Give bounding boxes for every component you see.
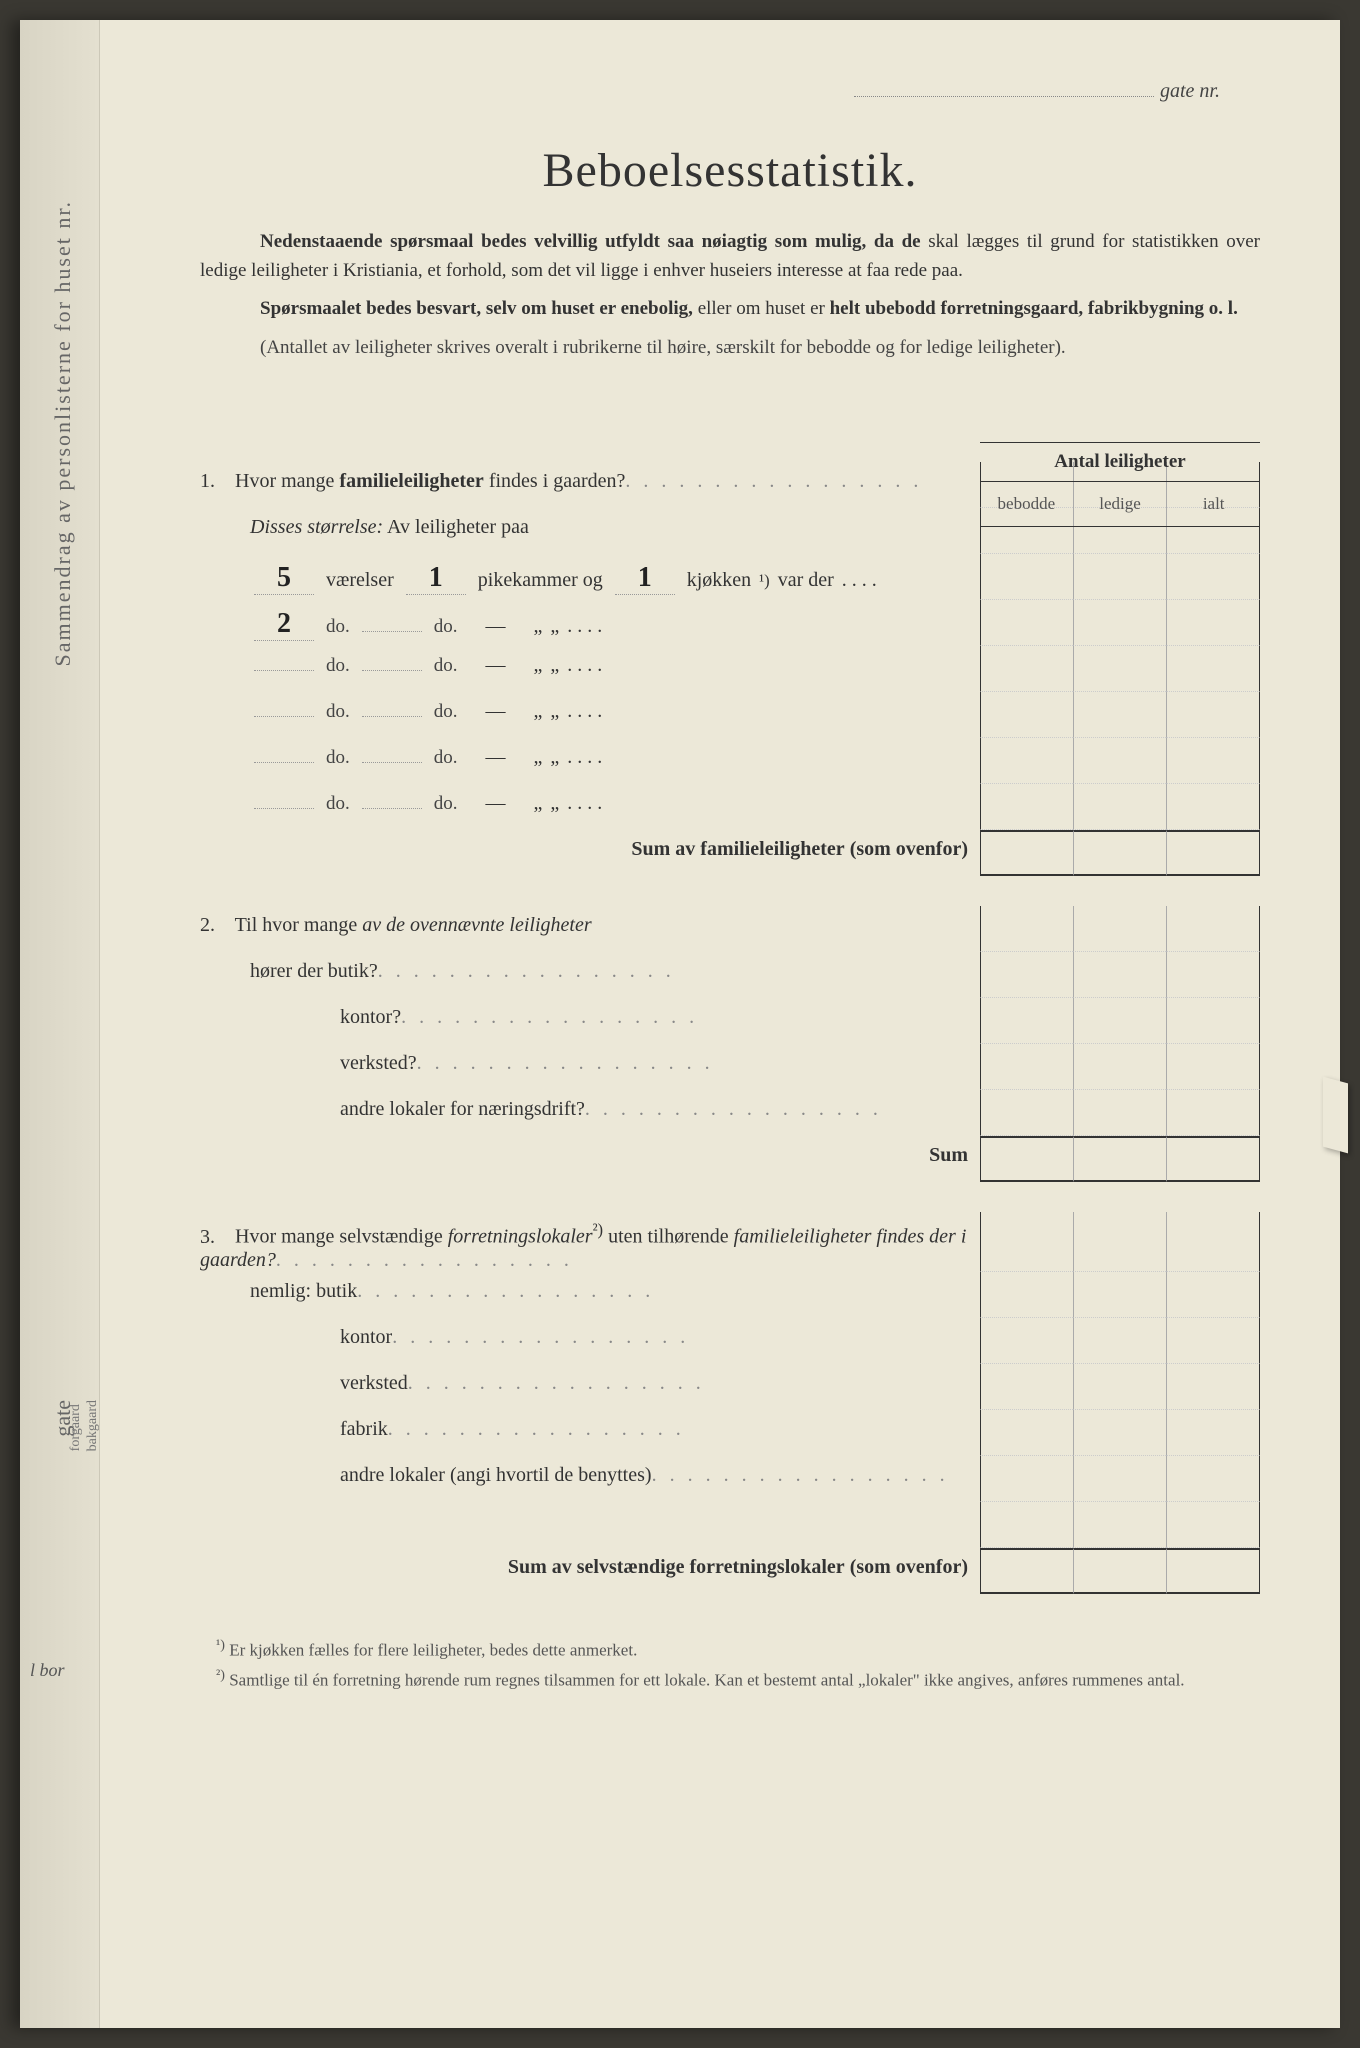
q1-size-row-5: do. do. — „ „ . . . . <box>200 738 1260 784</box>
q1-size-row-1: 5 værelser 1 pikekammer og 1 kjøkken¹) v… <box>200 554 1260 600</box>
footnote-2: ²) Samtlige til én forretning hørende ru… <box>200 1664 1260 1694</box>
document-title: Beboelsesstatistik. <box>200 143 1260 198</box>
footnote-1: ¹) Er kjøkken fælles for flere leilighet… <box>200 1634 1260 1664</box>
q3-row: 3. Hvor mange selvstændige forretningslo… <box>200 1212 1260 1272</box>
q3-blank-row <box>200 1502 1260 1548</box>
field-kjokken-1[interactable]: 1 <box>615 562 675 595</box>
q3-verksted-row: verksted <box>200 1364 1260 1410</box>
q2-kontor-row: kontor? <box>200 998 1260 1044</box>
q3-andre-row: andre lokaler (angi hvortil de benyttes) <box>200 1456 1260 1502</box>
main-content: gate nr. Beboelsesstatistik. Nedenstaaen… <box>100 20 1340 2028</box>
field-pike-1[interactable]: 1 <box>406 562 466 595</box>
col-ialt: ialt <box>1167 482 1260 526</box>
col-ledige: ledige <box>1074 482 1168 526</box>
spine-small-text: forgaard bakgaard <box>68 1400 102 1451</box>
footnotes: ¹) Er kjøkken fælles for flere leilighet… <box>200 1634 1260 1694</box>
q2-butik-row: hører der butik? <box>200 952 1260 998</box>
q2-verksted-row: verksted? <box>200 1044 1260 1090</box>
gate-nr-label: gate nr. <box>1160 80 1220 102</box>
q2-row: 2. Til hvor mange av de ovennævnte leili… <box>200 906 1260 952</box>
torn-edge <box>1323 1077 1348 1154</box>
q1-size-row-2: 2 do. do. — „ „ . . . . <box>200 600 1260 646</box>
document-page: Sammendrag av personlisterne for huset n… <box>20 20 1340 2028</box>
table-header-title: Antal leiligheter <box>980 442 1260 482</box>
col-bebodde: bebodde <box>980 482 1074 526</box>
q3-number: 3. <box>200 1226 230 1249</box>
intro-note: (Antallet av leiligheter skrives overalt… <box>200 334 1260 363</box>
q1-size-row-4: do. do. — „ „ . . . . <box>200 692 1260 738</box>
q2-number: 2. <box>200 914 230 937</box>
field-vaerelser-2[interactable]: 2 <box>254 608 314 641</box>
q3-sum-row: Sum av selvstændige forretningslokaler (… <box>200 1548 1260 1594</box>
q1-number: 1. <box>200 470 230 493</box>
q2-sum-row: Sum <box>200 1136 1260 1182</box>
q1-sum-row: Sum av familieleiligheter (som ovenfor) <box>200 830 1260 876</box>
spine-bor-label: l bor <box>30 1660 65 1681</box>
q2-andre-row: andre lokaler for næringsdrift? <box>200 1090 1260 1136</box>
spine-vertical-text: Sammendrag av personlisterne for huset n… <box>50 200 76 666</box>
header-gate-line: gate nr. <box>200 80 1260 103</box>
q1-size-row-3: do. do. — „ „ . . . . <box>200 646 1260 692</box>
intro-paragraph-2: Spørsmaalet bedes besvart, selv om huset… <box>200 295 1260 324</box>
q3-kontor-row: kontor <box>200 1318 1260 1364</box>
intro-paragraph-1: Nedenstaaende spørsmaal bedes velvillig … <box>200 228 1260 285</box>
q1-size-row-6: do. do. — „ „ . . . . <box>200 784 1260 830</box>
binding-spine: Sammendrag av personlisterne for huset n… <box>20 20 100 2028</box>
form-table: Antal leiligheter bebodde ledige ialt 1.… <box>200 462 1260 1594</box>
q3-butik-row: nemlig: butik <box>200 1272 1260 1318</box>
field-vaerelser-1[interactable]: 5 <box>254 562 314 595</box>
q3-fabrik-row: fabrik <box>200 1410 1260 1456</box>
table-column-headers: Antal leiligheter bebodde ledige ialt <box>980 442 1260 527</box>
